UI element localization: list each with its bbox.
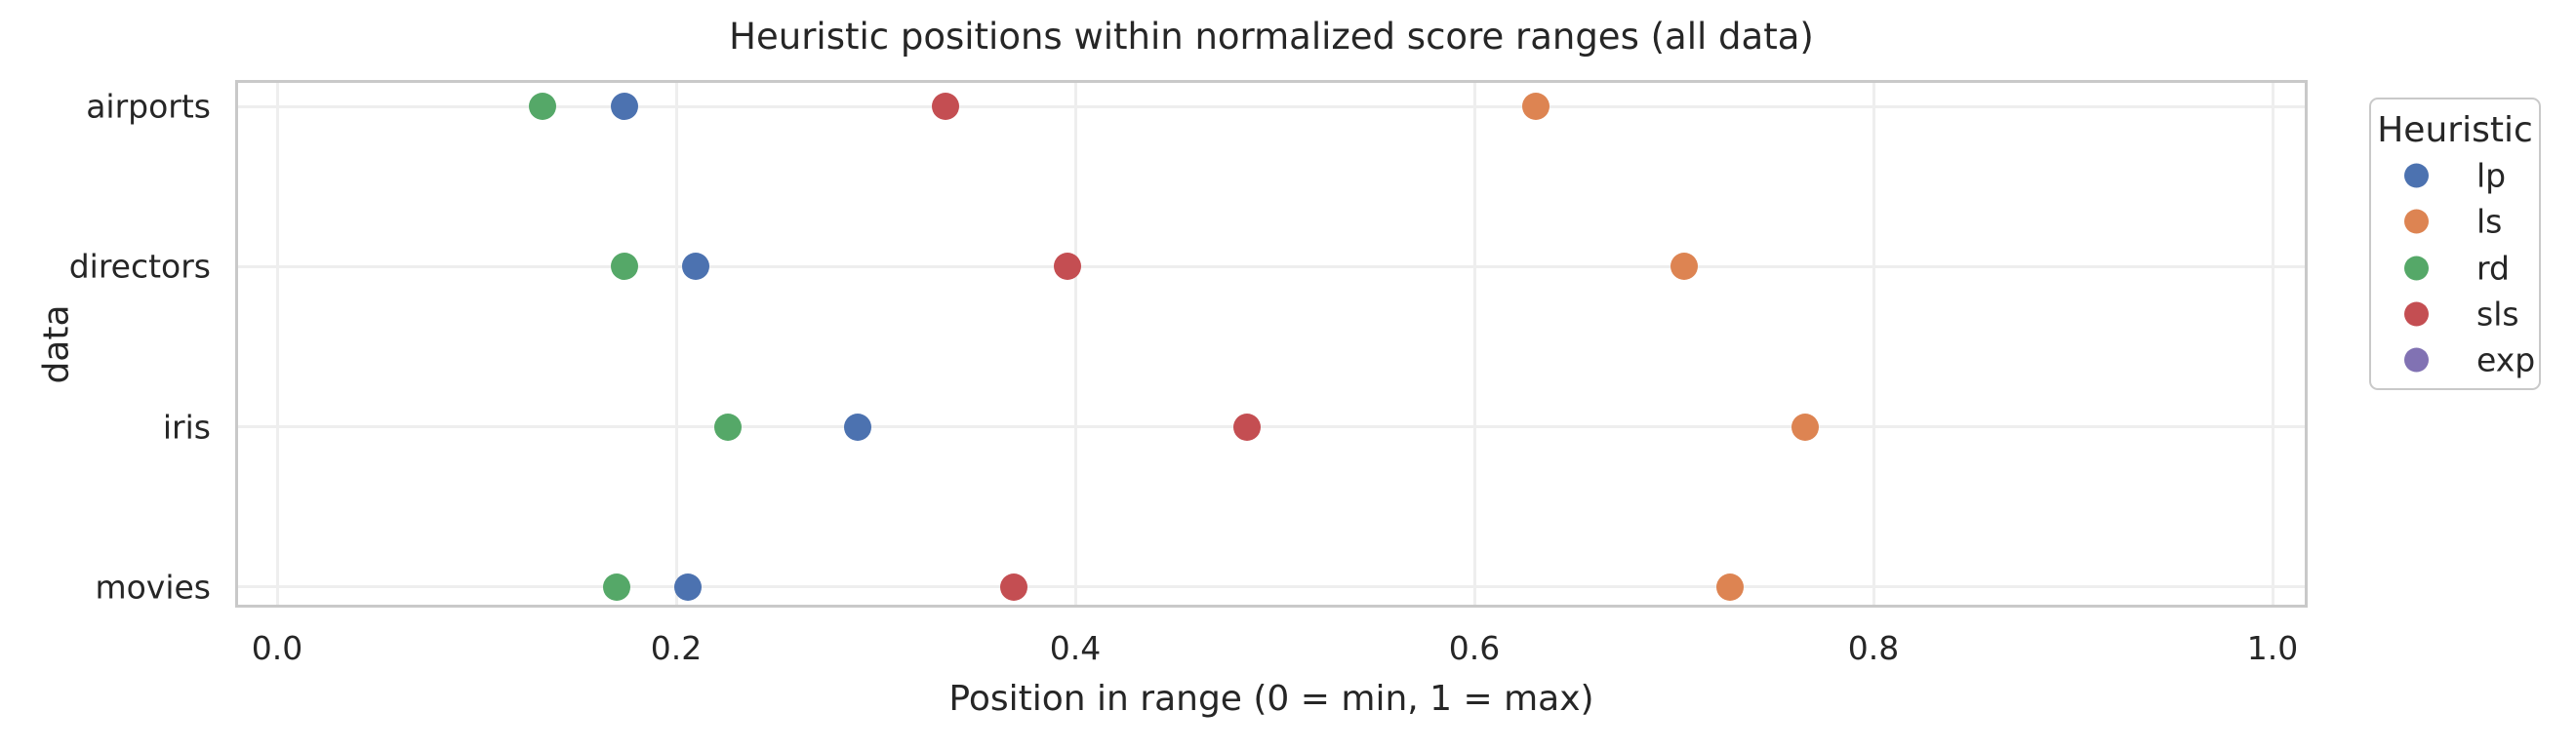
scatter-point: [1670, 253, 1698, 281]
y-gridline: [238, 425, 2305, 429]
x-gridline: [674, 83, 678, 605]
y-tick-label: airports: [86, 87, 211, 126]
y-gridline: [238, 585, 2305, 589]
legend-item-ls: ls: [2371, 199, 2539, 245]
scatter-point: [932, 93, 960, 120]
x-tick-label: 0.4: [1049, 629, 1102, 667]
scatter-point: [1715, 573, 1744, 601]
x-gridline: [1073, 83, 1077, 605]
scatter-point: [682, 253, 710, 281]
scatter-point: [1791, 413, 1820, 441]
x-tick-label: 1.0: [2246, 629, 2299, 667]
x-tick-label: 0.0: [251, 629, 303, 667]
y-tick-label: movies: [95, 568, 211, 607]
x-gridline: [1472, 83, 1476, 605]
y-tick-label: directors: [68, 247, 211, 286]
x-axis-label: Position in range (0 = min, 1 = max): [948, 679, 1594, 719]
legend-item-exp: exp: [2371, 337, 2539, 383]
scatter-point: [528, 93, 556, 120]
scatter-point: [610, 253, 638, 281]
plot-area: [235, 80, 2308, 608]
scatter-point: [999, 573, 1027, 601]
legend-item-sls: sls: [2371, 291, 2539, 336]
y-axis-label: data: [36, 304, 77, 384]
scatter-point: [602, 573, 630, 601]
legend-swatch: [2404, 163, 2429, 188]
scatter-point: [674, 573, 703, 601]
x-tick-label: 0.6: [1448, 629, 1501, 667]
x-tick-label: 0.2: [650, 629, 703, 667]
y-tick-label: iris: [162, 408, 211, 447]
scatter-point: [1522, 93, 1550, 120]
legend-swatch: [2404, 209, 2429, 234]
legend-item-lp: lp: [2371, 153, 2539, 199]
legend-item-label: rd: [2476, 249, 2510, 288]
legend-swatch: [2404, 301, 2429, 327]
legend-swatch: [2404, 256, 2429, 281]
y-gridline: [238, 264, 2305, 268]
legend-item-label: lp: [2476, 156, 2507, 195]
scatter-point: [714, 413, 743, 441]
scatter-point: [610, 93, 638, 120]
scatter-point: [1053, 253, 1081, 281]
x-gridline: [275, 83, 279, 605]
legend: Heuristic lp ls rd sls exp: [2369, 98, 2541, 390]
scatter-point: [844, 413, 872, 441]
plot-canvas: [238, 83, 2305, 605]
x-gridline: [2271, 83, 2274, 605]
legend-item-label: exp: [2476, 340, 2536, 379]
legend-swatch: [2404, 347, 2429, 373]
legend-item-label: ls: [2476, 202, 2503, 241]
x-tick-label: 0.8: [1847, 629, 1900, 667]
scatter-point: [1232, 413, 1261, 441]
legend-item-rd: rd: [2371, 245, 2539, 291]
y-gridline: [238, 104, 2305, 108]
x-gridline: [1872, 83, 1875, 605]
legend-item-label: sls: [2476, 295, 2519, 334]
chart-title: Heuristic positions within normalized sc…: [729, 16, 1814, 58]
legend-title: Heuristic: [2377, 110, 2533, 150]
